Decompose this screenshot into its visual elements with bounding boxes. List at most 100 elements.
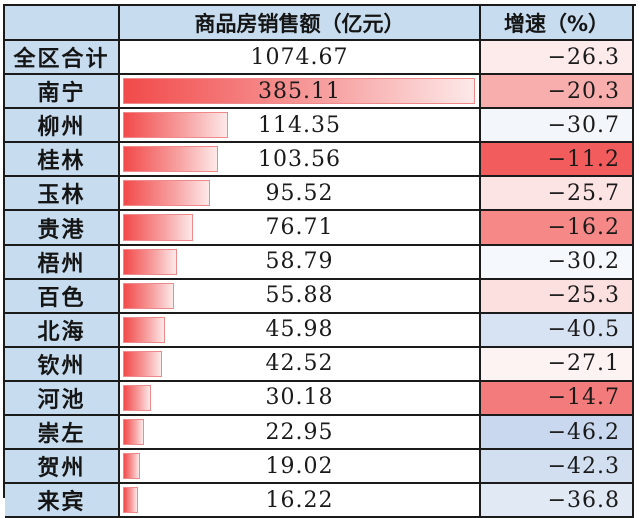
growth-cell: −30.2 xyxy=(481,245,634,280)
region-name: 钦州 xyxy=(5,347,120,382)
table-row: 崇左 22.95 −46.2 xyxy=(5,416,636,451)
sales-data-bar xyxy=(123,78,475,105)
growth-cell: −40.5 xyxy=(481,313,634,348)
sales-cell: 30.18 xyxy=(120,381,481,417)
region-name: 来宾 xyxy=(5,484,120,518)
region-name: 全区合计 xyxy=(5,41,120,76)
sales-value: 1074.67 xyxy=(250,44,349,70)
sales-cell: 103.56 xyxy=(120,143,481,178)
sales-cell: 95.52 xyxy=(120,177,481,212)
sales-data-bar xyxy=(123,487,138,514)
sales-data-bar xyxy=(123,214,194,241)
region-name: 贵港 xyxy=(5,211,120,246)
region-name: 贺州 xyxy=(5,450,120,485)
sales-value: 30.18 xyxy=(265,385,334,411)
sales-value: 42.52 xyxy=(265,351,334,377)
sales-table: 商品房销售额（亿元） 增速（%） 全区合计 1074.67 −26.3 南宁 385.1… xyxy=(3,4,636,518)
growth-value: −30.7 xyxy=(547,112,620,138)
table-row: 贵港 76.71 −16.2 xyxy=(5,211,636,246)
growth-cell: −46.2 xyxy=(481,416,634,451)
sales-value: 58.79 xyxy=(265,249,334,275)
sales-data-bar xyxy=(123,146,218,173)
header-growth: 增速（%） xyxy=(481,6,634,41)
sales-data-bar xyxy=(123,316,166,343)
table-row: 桂林 103.56 −11.2 xyxy=(5,143,636,178)
table-row: 百色 55.88 −25.3 xyxy=(5,279,636,314)
growth-cell: −27.1 xyxy=(481,347,634,382)
growth-cell: −11.2 xyxy=(481,143,634,178)
sales-cell: 55.88 xyxy=(120,279,481,314)
growth-value: −30.2 xyxy=(547,249,620,275)
region-name: 崇左 xyxy=(5,416,120,451)
sales-data-bar xyxy=(123,419,144,446)
growth-value: −25.7 xyxy=(547,180,620,206)
sales-value: 385.11 xyxy=(258,78,341,104)
growth-cell: −16.2 xyxy=(481,211,634,246)
growth-value: −36.8 xyxy=(547,487,620,513)
table-row: 全区合计 1074.67 −26.3 xyxy=(5,41,636,76)
region-name: 梧州 xyxy=(5,245,120,280)
growth-value: −11.2 xyxy=(547,146,620,172)
sales-value: 76.71 xyxy=(265,215,334,241)
sales-value: 22.95 xyxy=(265,419,334,445)
sales-cell: 1074.67 xyxy=(120,41,481,76)
sales-value: 45.98 xyxy=(265,317,334,343)
growth-value: −26.3 xyxy=(547,44,620,70)
sales-cell: 42.52 xyxy=(120,347,481,382)
sales-value: 16.22 xyxy=(265,487,334,513)
region-name: 河池 xyxy=(5,381,120,417)
region-name: 北海 xyxy=(5,313,120,348)
table-row: 南宁 385.11 −20.3 xyxy=(5,75,636,110)
growth-value: −46.2 xyxy=(547,419,620,445)
sales-data-bar xyxy=(123,453,141,480)
table-row: 梧州 58.79 −30.2 xyxy=(5,245,636,280)
region-name: 柳州 xyxy=(5,109,120,144)
growth-cell: −26.3 xyxy=(481,41,634,76)
growth-cell: −20.3 xyxy=(481,75,634,110)
table-row: 河池 30.18 −14.7 xyxy=(5,381,636,417)
growth-cell: −14.7 xyxy=(481,381,634,417)
growth-value: −16.2 xyxy=(547,215,620,241)
growth-value: −20.3 xyxy=(547,78,620,104)
table-row: 玉林 95.52 −25.7 xyxy=(5,177,636,212)
header-sales: 商品房销售额（亿元） xyxy=(120,6,481,41)
growth-cell: −30.7 xyxy=(481,109,634,144)
table-row: 柳州 114.35 −30.7 xyxy=(5,109,636,144)
sales-value: 95.52 xyxy=(265,180,334,206)
sales-cell: 45.98 xyxy=(120,313,481,348)
sales-value: 55.88 xyxy=(265,283,334,309)
sales-data-bar xyxy=(123,248,177,275)
table-row: 北海 45.98 −40.5 xyxy=(5,313,636,348)
sales-cell: 76.71 xyxy=(120,211,481,246)
region-name: 百色 xyxy=(5,279,120,314)
table-header-row: 商品房销售额（亿元） 增速（%） xyxy=(5,6,636,41)
growth-value: −25.3 xyxy=(547,283,620,309)
growth-value: −27.1 xyxy=(547,351,620,377)
sales-data-bar xyxy=(123,350,162,377)
growth-cell: −36.8 xyxy=(481,484,634,518)
growth-value: −40.5 xyxy=(547,317,620,343)
sales-data-bar xyxy=(123,282,175,309)
header-region xyxy=(5,6,120,41)
sales-cell: 19.02 xyxy=(120,450,481,485)
sales-data-bar xyxy=(123,384,151,412)
table-row: 钦州 42.52 −27.1 xyxy=(5,347,636,382)
growth-value: −14.7 xyxy=(547,385,620,411)
table-body: 全区合计 1074.67 −26.3 南宁 385.11 −20.3 柳州 114.35 −30… xyxy=(5,41,636,518)
sales-value: 103.56 xyxy=(258,146,341,172)
region-name: 玉林 xyxy=(5,177,120,212)
sales-data-bar xyxy=(123,112,228,139)
growth-value: −42.3 xyxy=(547,453,620,479)
region-name: 南宁 xyxy=(5,75,120,110)
growth-cell: −42.3 xyxy=(481,450,634,485)
sales-value: 19.02 xyxy=(265,453,334,479)
region-name: 桂林 xyxy=(5,143,120,178)
sales-cell: 22.95 xyxy=(120,416,481,451)
sales-data-bar xyxy=(123,180,211,207)
sales-value: 114.35 xyxy=(258,112,341,138)
sales-cell: 58.79 xyxy=(120,245,481,280)
growth-cell: −25.3 xyxy=(481,279,634,314)
table-row: 来宾 16.22 −36.8 xyxy=(5,484,636,518)
sales-cell: 16.22 xyxy=(120,484,481,518)
sales-cell: 385.11 xyxy=(120,75,481,110)
